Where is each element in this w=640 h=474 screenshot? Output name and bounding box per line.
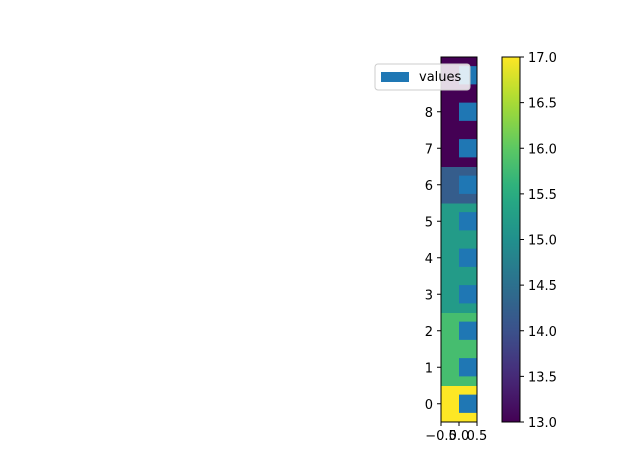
y-tick-label: 6: [425, 179, 433, 194]
legend-box: [374, 63, 471, 91]
overlay-bars: [459, 66, 477, 413]
colorbar-tick-label: 14.5: [528, 279, 557, 294]
y-tick-label: 4: [425, 252, 433, 267]
colorbar-tick-label: 13.5: [528, 370, 557, 385]
colorbar-tick-label: 17.0: [528, 51, 557, 66]
overlay-bar: [459, 139, 477, 158]
colorbar-tick-label: 15.5: [528, 188, 557, 203]
legend: values: [374, 63, 471, 91]
colorbar-tick-label: 13.0: [528, 416, 557, 431]
y-tick-label: 2: [425, 325, 433, 340]
legend-label: values: [419, 70, 462, 85]
overlay-bar: [459, 212, 477, 231]
overlay-bar: [459, 358, 477, 377]
y-tick-label: 7: [425, 142, 433, 157]
overlay-bar: [459, 321, 477, 340]
x-tick-label: −0.5: [425, 429, 457, 444]
y-tick-label: 5: [425, 215, 433, 230]
y-tick-label: 0: [425, 398, 433, 413]
colorbar-tick-label: 15.0: [528, 234, 557, 249]
y-axis-ticks: 0 1 2 3 4 5 6 7 8: [425, 106, 441, 413]
overlay-bar: [459, 175, 477, 194]
y-tick-label: 3: [425, 288, 433, 303]
colorbar-gradient: [501, 56, 521, 423]
y-tick-label: 8: [425, 106, 433, 121]
legend-swatch: [381, 72, 409, 82]
overlay-bar: [459, 394, 477, 413]
overlay-bar: [459, 285, 477, 304]
colorbar-tick-label: 14.0: [528, 325, 557, 340]
y-tick-label: 1: [425, 361, 433, 376]
overlay-bar: [459, 102, 477, 121]
colorbar-tick-label: 16.5: [528, 97, 557, 112]
x-tick-label: 0.5: [467, 429, 488, 444]
x-axis-ticks: −0.50.00.5: [425, 422, 487, 444]
x-tick-label: 0.0: [449, 429, 470, 444]
colorbar-tick-label: 16.0: [528, 142, 557, 157]
colorbar: 13.0 13.5 14.0 14.5 15.0 15.5 16.0 16.5 17.0: [501, 51, 557, 431]
overlay-bar: [459, 248, 477, 267]
